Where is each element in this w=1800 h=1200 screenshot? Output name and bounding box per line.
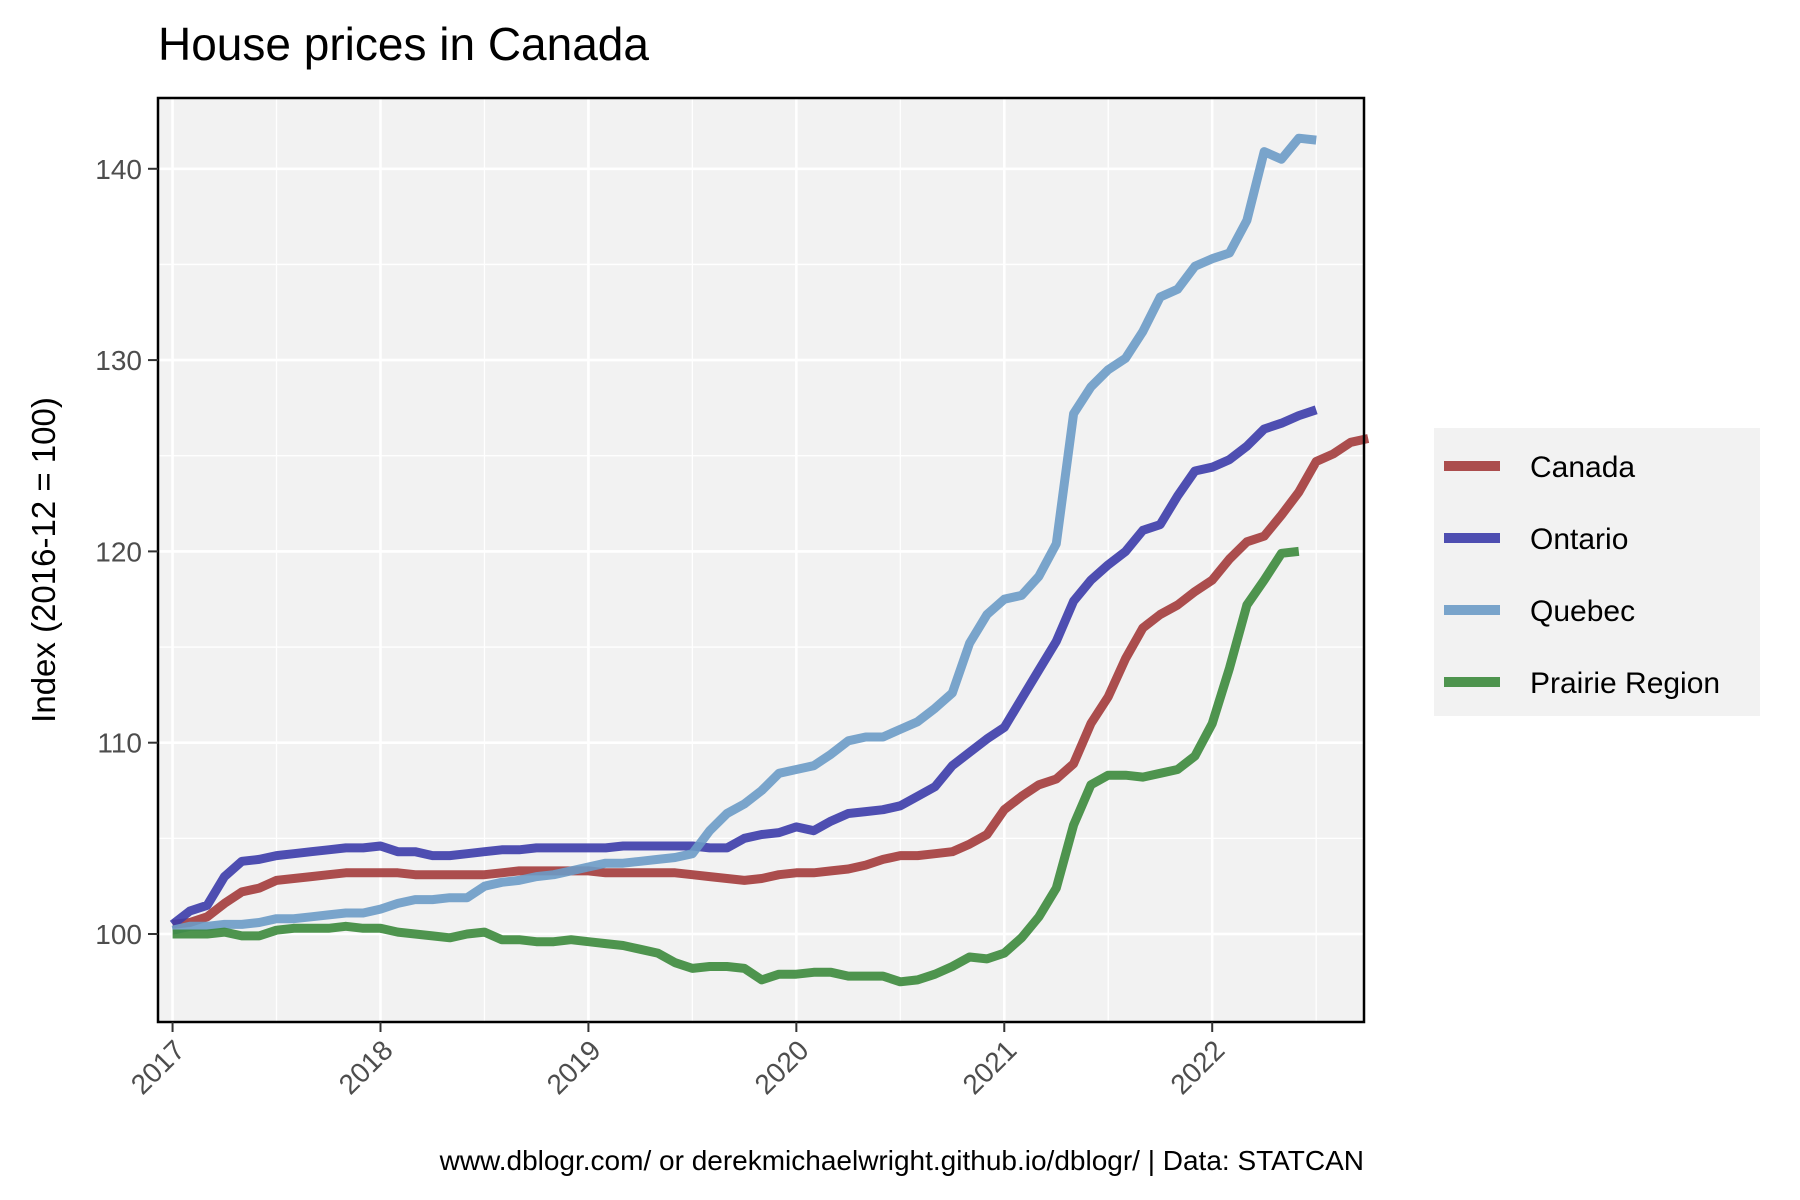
y-axis-title: Index (2016-12 = 100)	[25, 397, 62, 723]
x-tick-label: 2021	[957, 1034, 1023, 1100]
x-axis: 2017 2018 2019 2020 2021 2022	[125, 1022, 1230, 1100]
legend-label-ontario: Ontario	[1530, 523, 1628, 556]
x-tick-label: 2017	[125, 1034, 191, 1100]
chart-title: House prices in Canada	[158, 18, 649, 70]
x-tick-label: 2018	[333, 1034, 399, 1100]
legend-label-prairie-region: Prairie Region	[1530, 667, 1720, 700]
y-tick-label: 130	[95, 345, 142, 376]
x-tick-label: 2020	[749, 1034, 815, 1100]
caption: www.dblogr.com/ or derekmichaelwright.gi…	[439, 1145, 1364, 1176]
panel-border	[156, 96, 1366, 1024]
y-axis: 100 110 120 130 140	[95, 154, 158, 950]
x-tick-label: 2022	[1164, 1034, 1230, 1100]
plot-panel	[156, 96, 1370, 1024]
y-tick-label: 100	[95, 919, 142, 950]
legend: Canada Ontario Quebec Prairie Region	[1434, 428, 1760, 716]
series-lines	[169, 133, 1370, 987]
series-line-canada	[172, 434, 1370, 929]
legend-label-canada: Canada	[1530, 451, 1635, 484]
y-tick-label: 120	[95, 536, 142, 567]
series-line-quebec	[171, 133, 1317, 935]
legend-label-quebec: Quebec	[1530, 595, 1635, 628]
panel-background	[158, 98, 1364, 1022]
y-tick-label: 140	[95, 154, 142, 185]
legend-background	[1434, 428, 1760, 716]
y-tick-label: 110	[97, 728, 142, 759]
series-line-ontario	[169, 405, 1318, 928]
x-tick-label: 2019	[541, 1034, 607, 1100]
series-line-prairie-region	[172, 546, 1300, 987]
